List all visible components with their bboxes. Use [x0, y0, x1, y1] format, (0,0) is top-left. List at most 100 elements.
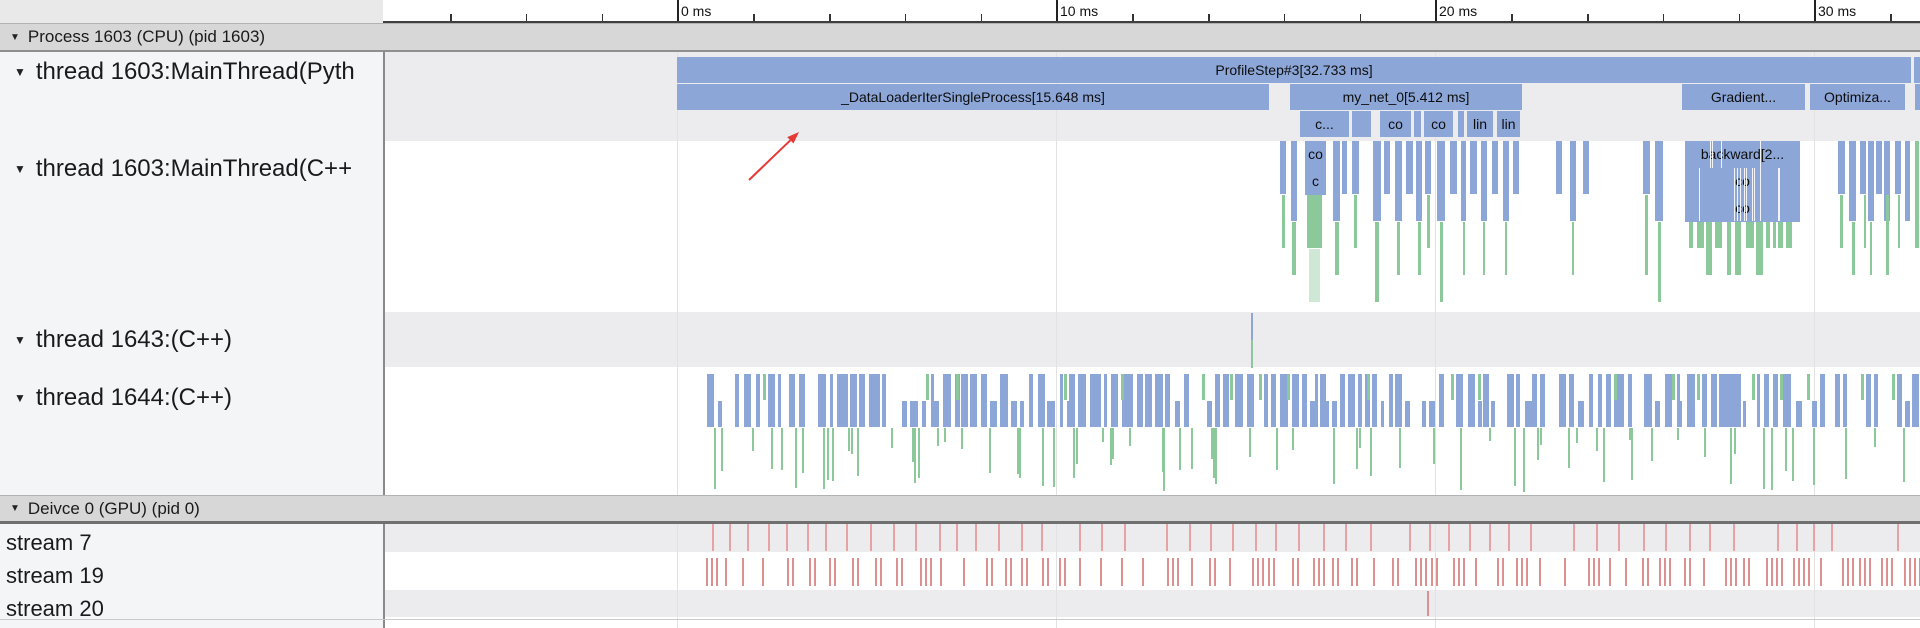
trace-event-bar[interactable] — [1358, 374, 1363, 427]
gpu-kernel-tick[interactable] — [1209, 524, 1212, 551]
trace-event-bar[interactable] — [1864, 195, 1866, 248]
trace-event-bar[interactable] — [1129, 428, 1132, 447]
gpu-kernel-tick[interactable] — [1273, 558, 1276, 586]
gpu-kernel-tick[interactable] — [1595, 524, 1598, 551]
collapse-triangle-icon[interactable]: ▼ — [10, 31, 20, 43]
trace-event-bar[interactable]: c... — [1300, 111, 1349, 137]
trace-event-bar[interactable] — [1103, 374, 1107, 427]
trace-event-bar[interactable] — [910, 401, 919, 427]
gpu-kernel-tick[interactable] — [1642, 524, 1645, 551]
trace-event-bar[interactable] — [1842, 374, 1847, 427]
trace-event-bar[interactable] — [1559, 374, 1567, 427]
trace-event-bar[interactable] — [798, 374, 805, 427]
gpu-kernel-tick[interactable] — [1424, 558, 1427, 586]
gpu-kernel-tick[interactable] — [741, 558, 744, 586]
gpu-kernel-tick[interactable] — [1336, 558, 1339, 586]
trace-event-bar[interactable] — [1489, 428, 1492, 442]
trace-event-bar[interactable] — [1206, 401, 1212, 427]
trace-event-bar[interactable] — [1588, 374, 1594, 427]
gpu-kernel-tick[interactable] — [1625, 558, 1628, 586]
gpu-kernel-tick[interactable] — [1078, 524, 1081, 551]
trace-event-bar[interactable] — [1569, 374, 1574, 427]
gpu-kernel-tick[interactable] — [712, 524, 714, 551]
trace-event-bar[interactable] — [1000, 374, 1008, 427]
trace-event-bar[interactable] — [859, 374, 865, 427]
gpu-kernel-tick[interactable] — [880, 558, 883, 586]
trace-event-bar[interactable] — [1307, 195, 1322, 248]
gpu-kernel-tick[interactable] — [767, 524, 770, 551]
gpu-kernel-tick[interactable] — [833, 558, 836, 586]
row-stream-7-track[interactable] — [383, 524, 1920, 552]
trace-event-bar[interactable] — [1730, 374, 1739, 427]
trace-event-bar[interactable] — [1286, 374, 1290, 400]
gpu-kernel-tick[interactable] — [762, 558, 765, 586]
trace-event-bar[interactable] — [1705, 222, 1712, 275]
gpu-kernel-tick[interactable] — [1262, 558, 1265, 586]
trace-event-bar[interactable] — [1483, 374, 1489, 427]
trace-event-bar[interactable] — [1019, 401, 1025, 427]
trace-event-bar[interactable] — [1125, 374, 1134, 427]
gpu-kernel-tick[interactable] — [1257, 558, 1260, 586]
trace-event-bar[interactable] — [1121, 374, 1127, 427]
trace-event-bar[interactable] — [1310, 401, 1318, 427]
trace-event-bar[interactable] — [1302, 374, 1307, 427]
row-stream-20-track[interactable] — [383, 590, 1920, 617]
gpu-kernel-tick[interactable] — [1436, 558, 1439, 586]
gpu-kernel-tick[interactable] — [1297, 524, 1300, 551]
trace-event-bar[interactable] — [1704, 428, 1707, 458]
trace-event-bar[interactable] — [1556, 141, 1562, 194]
gpu-kernel-tick[interactable] — [963, 558, 966, 586]
sidebar-item-stream-7[interactable]: stream 7 — [6, 530, 92, 555]
gpu-kernel-tick[interactable] — [1166, 558, 1169, 586]
trace-event-bar[interactable] — [1514, 428, 1517, 486]
gpu-kernel-tick[interactable] — [1040, 524, 1043, 551]
trace-event-bar[interactable]: my_net_0[5.412 ms] — [1290, 84, 1522, 110]
trace-event-bar[interactable] — [1455, 374, 1464, 427]
gpu-kernel-tick[interactable] — [1356, 558, 1359, 586]
trace-event-bar[interactable] — [1664, 374, 1673, 427]
gpu-kernel-tick[interactable] — [1724, 558, 1727, 586]
trace-event-bar[interactable] — [1404, 401, 1411, 427]
gpu-kernel-tick[interactable] — [1664, 524, 1667, 551]
gpu-kernel-tick[interactable] — [919, 558, 922, 586]
gpu-kernel-tick[interactable] — [1858, 558, 1861, 586]
trace-event-bar[interactable] — [1838, 141, 1845, 194]
trace-event-bar[interactable] — [1395, 141, 1402, 221]
gpu-kernel-tick[interactable] — [1538, 558, 1541, 586]
trace-event-bar[interactable] — [1602, 428, 1605, 483]
trace-event-bar[interactable] — [818, 374, 826, 427]
trace-event-bar[interactable] — [763, 374, 767, 400]
trace-event-bar[interactable] — [1222, 374, 1229, 427]
gpu-kernel-tick[interactable] — [929, 558, 932, 586]
trace-event-bar[interactable] — [931, 401, 939, 427]
trace-event-bar[interactable] — [1384, 141, 1390, 194]
trace-event-bar[interactable] — [1772, 222, 1777, 248]
gpu-kernel-tick[interactable] — [975, 524, 978, 551]
trace-event-bar[interactable] — [1213, 428, 1216, 479]
trace-event-bar[interactable] — [989, 428, 992, 473]
gpu-kernel-tick[interactable] — [1831, 524, 1834, 551]
trace-event-bar[interactable] — [911, 428, 914, 462]
gpu-kernel-tick[interactable] — [786, 524, 789, 551]
gpu-kernel-tick[interactable] — [1793, 558, 1796, 586]
trace-event-bar[interactable] — [1795, 401, 1802, 427]
gpu-kernel-tick[interactable] — [1255, 524, 1258, 551]
trace-event-bar[interactable] — [1819, 374, 1826, 427]
gpu-kernel-tick[interactable] — [895, 558, 898, 586]
trace-event-bar[interactable] — [1598, 374, 1602, 427]
trace-event-bar[interactable] — [1755, 222, 1764, 275]
time-ruler[interactable]: 0 ms 10 ms 20 ms 30 ms — [383, 0, 1920, 23]
gpu-kernel-tick[interactable] — [1642, 558, 1645, 586]
trace-event-bar[interactable] — [1165, 374, 1171, 427]
gpu-kernel-tick[interactable] — [1520, 558, 1523, 586]
gpu-kernel-tick[interactable] — [1683, 558, 1686, 586]
trace-event-bar[interactable] — [1763, 374, 1770, 427]
trace-event-bar[interactable] — [1418, 222, 1421, 275]
trace-event-bar[interactable] — [1111, 428, 1114, 459]
trace-event-bar[interactable] — [777, 374, 782, 427]
trace-event-bar[interactable] — [1736, 374, 1741, 427]
trace-event-bar[interactable] — [1450, 374, 1454, 400]
trace-event-bar[interactable] — [1459, 428, 1462, 490]
trace-event-bar[interactable] — [1425, 141, 1431, 194]
gpu-kernel-tick[interactable] — [1391, 558, 1394, 586]
